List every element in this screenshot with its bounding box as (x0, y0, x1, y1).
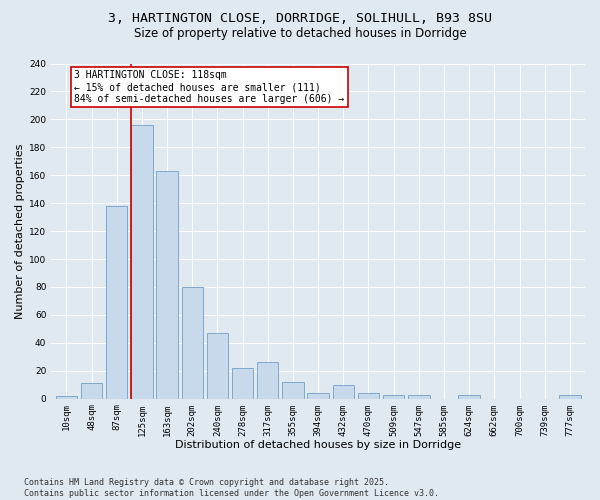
Bar (157, 171, 178, 398)
Bar (207, 333, 228, 398)
Bar (559, 394, 581, 398)
Bar (458, 394, 480, 398)
Text: Size of property relative to detached houses in Dorridge: Size of property relative to detached ho… (134, 28, 466, 40)
Bar (282, 382, 304, 398)
Text: 3 HARTINGTON CLOSE: 118sqm
← 15% of detached houses are smaller (111)
84% of sem: 3 HARTINGTON CLOSE: 118sqm ← 15% of deta… (74, 70, 344, 104)
Bar (232, 368, 253, 398)
Bar (383, 394, 404, 398)
Bar (408, 394, 430, 398)
Y-axis label: Number of detached properties: Number of detached properties (15, 144, 25, 319)
Bar (257, 362, 278, 398)
Bar (307, 393, 329, 398)
Text: 3, HARTINGTON CLOSE, DORRIDGE, SOLIHULL, B93 8SU: 3, HARTINGTON CLOSE, DORRIDGE, SOLIHULL,… (108, 12, 492, 26)
Bar (131, 125, 152, 398)
Bar (81, 384, 102, 398)
Bar (332, 385, 354, 398)
X-axis label: Distribution of detached houses by size in Dorridge: Distribution of detached houses by size … (175, 440, 461, 450)
Bar (106, 206, 127, 398)
Bar (56, 396, 77, 398)
Bar (182, 287, 203, 399)
Bar (358, 393, 379, 398)
Text: Contains HM Land Registry data © Crown copyright and database right 2025.
Contai: Contains HM Land Registry data © Crown c… (24, 478, 439, 498)
